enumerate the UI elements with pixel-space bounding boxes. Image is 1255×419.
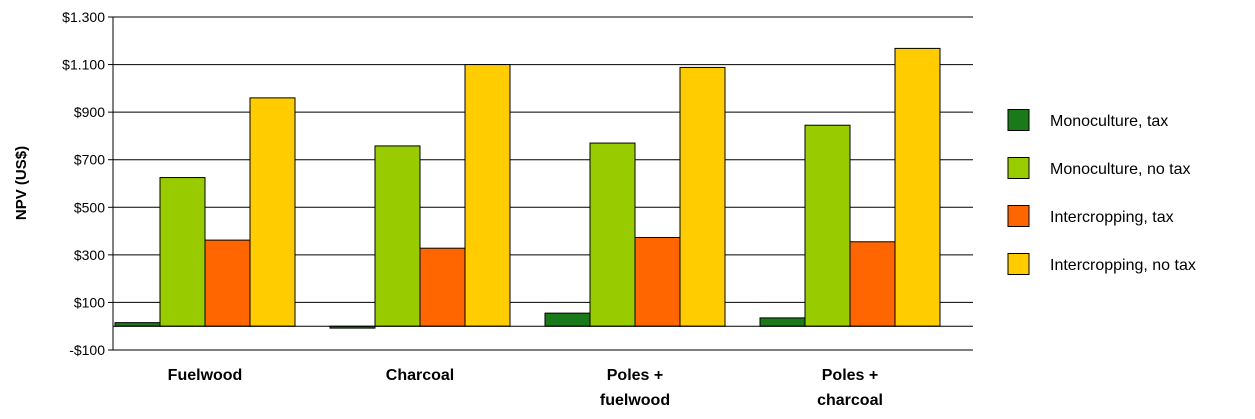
y-tick-label: $1.100 (62, 57, 105, 73)
y-tick-label: -$100 (69, 342, 105, 358)
bars (115, 48, 940, 328)
bar-charcoal-series-3 (420, 248, 465, 326)
bar-poles-fuelwood-series-1 (545, 313, 590, 326)
x-category-label: Poles + (822, 367, 878, 384)
bar-fuelwood-series-4 (250, 98, 295, 326)
legend-label: Intercropping, no tax (1050, 257, 1196, 274)
x-category-label: fuelwood (600, 392, 670, 409)
legend-label: Monoculture, tax (1050, 113, 1168, 130)
bar-poles-fuelwood-series-4 (680, 67, 725, 326)
y-tick-label: $700 (74, 152, 105, 168)
legend: Monoculture, tax Monoculture, no tax Inter… (1008, 110, 1196, 275)
y-axis-label: NPV (US$) (13, 146, 30, 220)
x-category-label: Fuelwood (168, 367, 243, 384)
x-category-label: Charcoal (386, 367, 454, 384)
y-tick-label: $300 (74, 247, 105, 263)
y-tick-labels: -$100 $100 $300 $500 $700 $900 $1.100 $1.300 (62, 9, 105, 358)
x-category-label: Poles + (607, 367, 663, 384)
bar-charcoal-series-4 (465, 65, 510, 327)
bar-poles-fuelwood-series-3 (635, 237, 680, 326)
legend-swatch (1008, 254, 1029, 275)
y-tick-label: $100 (74, 294, 105, 310)
y-tick-label: $900 (74, 104, 105, 120)
bar-fuelwood-series-1 (115, 323, 160, 327)
bar-poles-charcoal-series-3 (850, 242, 895, 326)
x-category-label: charcoal (817, 392, 883, 409)
bar-poles-charcoal-series-2 (805, 125, 850, 326)
bar-poles-charcoal-series-4 (895, 48, 940, 326)
bar-fuelwood-series-2 (160, 178, 205, 327)
bar-poles-charcoal-series-1 (760, 318, 805, 326)
bar-fuelwood-series-3 (205, 240, 250, 326)
legend-swatch (1008, 110, 1029, 131)
legend-label: Intercropping, tax (1050, 209, 1174, 226)
legend-swatch (1008, 158, 1029, 179)
legend-label: Monoculture, no tax (1050, 161, 1191, 178)
y-tick-label: $500 (74, 199, 105, 215)
bar-charcoal-series-2 (375, 146, 420, 326)
y-tick-label: $1.300 (62, 9, 105, 25)
x-category-labels: Fuelwood Charcoal Poles + fuelwood Poles + ch… (168, 367, 883, 409)
bar-poles-fuelwood-series-2 (590, 143, 635, 326)
legend-swatch (1008, 206, 1029, 227)
